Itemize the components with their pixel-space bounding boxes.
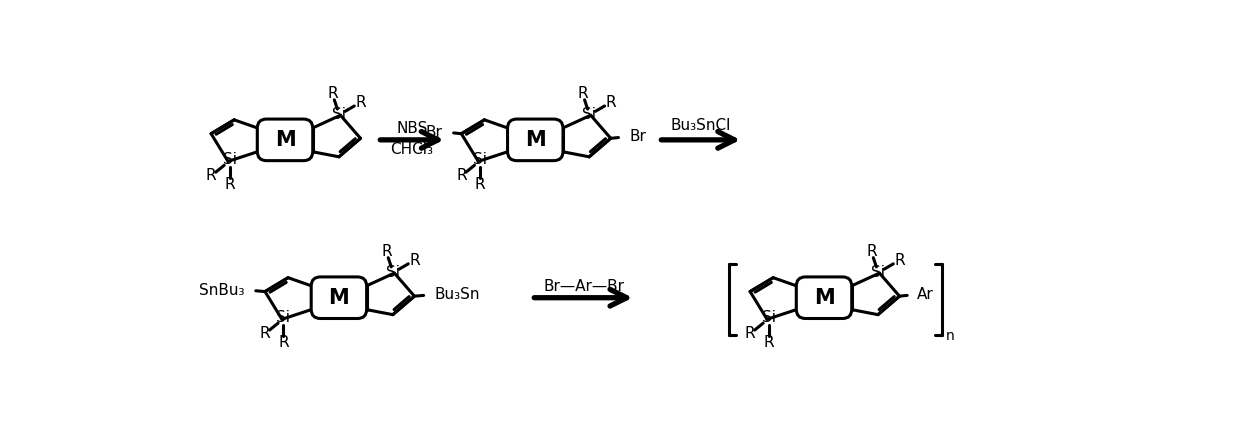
Text: n: n [945,329,955,343]
Text: SnBu₃: SnBu₃ [199,283,245,298]
Text: Br: Br [426,125,442,140]
Text: R: R [327,86,338,101]
Text: Br: Br [629,129,646,144]
Text: M: M [328,288,349,308]
Text: M: M [814,288,834,308]
Text: R: R [745,326,756,341]
Text: R: R [895,253,904,268]
FancyBboxPatch shape [311,277,367,319]
Text: Si: Si [871,265,885,280]
Text: R: R [606,95,616,110]
Text: R: R [260,326,270,341]
Text: Si: Si [223,152,237,168]
Text: CHCl₃: CHCl₃ [390,141,434,157]
Text: R: R [356,95,366,110]
FancyBboxPatch shape [508,119,563,161]
Text: R: R [382,244,392,259]
Text: R: R [475,177,486,192]
Text: R: R [577,86,589,101]
Text: Si: Si [332,107,346,122]
Text: R: R [206,168,217,183]
Text: NBS: NBS [396,121,427,136]
Text: R: R [279,335,289,350]
Text: Si: Si [582,107,596,122]
Text: M: M [525,130,545,150]
FancyBboxPatch shape [797,277,851,319]
Text: Si: Si [473,152,487,168]
Text: Si: Si [762,310,776,325]
Text: Ar: Ar [917,287,933,302]
FancyBboxPatch shape [258,119,312,161]
Text: Bu₃Sn: Bu₃Sn [435,287,479,302]
Text: Si: Si [276,310,290,325]
Text: R: R [409,253,420,268]
Text: R: R [224,177,235,192]
Text: R: R [456,168,467,183]
Text: R: R [763,335,774,350]
Text: Bu₃SnCl: Bu₃SnCl [670,118,731,134]
Text: Br—Ar—Br: Br—Ar—Br [543,279,624,294]
Text: M: M [275,130,295,150]
Text: R: R [866,244,877,259]
Text: Si: Si [385,265,400,280]
